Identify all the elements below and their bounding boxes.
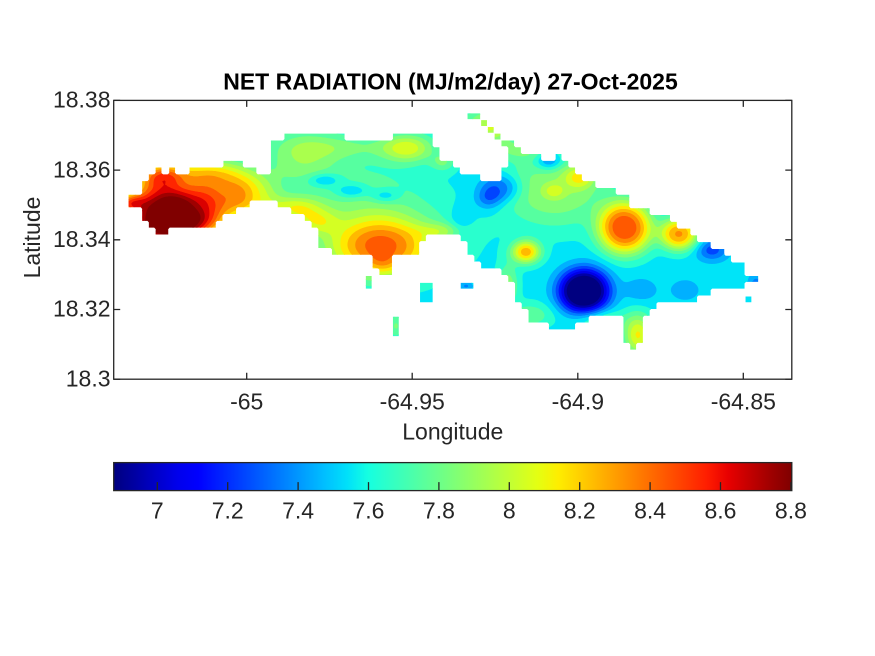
svg-text:8.2: 8.2 (564, 498, 596, 524)
svg-text:8.4: 8.4 (634, 498, 666, 524)
svg-text:7.4: 7.4 (282, 498, 314, 524)
svg-text:8: 8 (503, 498, 516, 524)
svg-text:7.2: 7.2 (212, 498, 244, 524)
svg-text:NET RADIATION (MJ/m2/day) 27-O: NET RADIATION (MJ/m2/day) 27-Oct-2025 (223, 69, 678, 95)
svg-text:18.32: 18.32 (53, 296, 111, 322)
svg-text:18.38: 18.38 (53, 87, 111, 113)
svg-text:18.36: 18.36 (53, 156, 111, 182)
svg-text:8.6: 8.6 (705, 498, 737, 524)
svg-text:-65: -65 (230, 388, 263, 414)
svg-text:-64.95: -64.95 (380, 388, 445, 414)
svg-text:7: 7 (151, 498, 164, 524)
svg-text:7.6: 7.6 (353, 498, 385, 524)
svg-text:Latitude: Latitude (19, 197, 45, 279)
svg-text:18.34: 18.34 (53, 226, 111, 252)
svg-text:8.8: 8.8 (775, 498, 807, 524)
svg-text:18.3: 18.3 (66, 365, 111, 391)
svg-text:-64.85: -64.85 (711, 388, 776, 414)
svg-text:Longitude: Longitude (402, 419, 503, 445)
svg-text:-64.9: -64.9 (552, 388, 604, 414)
svg-text:7.8: 7.8 (423, 498, 455, 524)
